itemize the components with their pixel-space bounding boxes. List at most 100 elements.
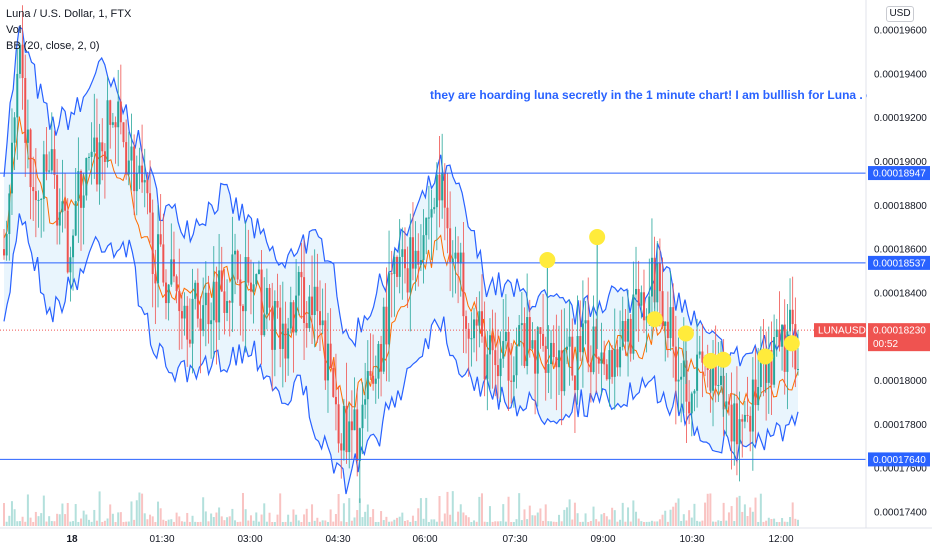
horizontal-levels <box>0 172 866 460</box>
marker-circle[interactable] <box>646 311 663 328</box>
candle-body <box>451 258 454 263</box>
candle-body <box>149 193 152 213</box>
volume-bar <box>32 521 35 526</box>
candle-body <box>321 320 324 326</box>
candle-body <box>50 149 53 171</box>
legend-symbol[interactable]: Luna / U.S. Dollar, 1, FTX <box>6 8 132 20</box>
candle-body <box>565 346 568 350</box>
candle-body <box>239 279 242 306</box>
volume-bar <box>385 516 388 526</box>
price-scale: 0.00019600 0.00019400 0.00019200 0.00019000… <box>874 26 927 519</box>
volume-bar <box>292 509 295 526</box>
candle-body <box>714 361 717 386</box>
volume-bar <box>650 520 653 526</box>
volume-bar <box>735 497 738 526</box>
volume-bar <box>762 521 765 526</box>
volume-bar <box>332 521 335 526</box>
candle-body <box>473 319 476 339</box>
volume-bar <box>794 518 797 526</box>
candle-body <box>507 332 510 381</box>
candle-body <box>536 327 539 374</box>
candle-body <box>754 379 757 406</box>
candle-body <box>313 286 316 316</box>
x-tick-label: 01:30 <box>149 534 174 545</box>
volume-bar <box>220 516 223 526</box>
marker-circle[interactable] <box>677 325 694 342</box>
volume-bar <box>680 520 683 526</box>
marker-circle[interactable] <box>757 348 774 365</box>
candle-body <box>677 379 680 382</box>
last-price-tag <box>868 323 930 352</box>
volume-bar <box>648 521 651 526</box>
candle-body <box>592 326 595 373</box>
candle-body <box>629 318 632 354</box>
bb-fill <box>4 26 798 495</box>
candle-body <box>170 259 173 285</box>
volume-bar <box>568 499 571 526</box>
volume-bar <box>380 511 383 526</box>
volume-bar <box>172 521 175 526</box>
volume-bar <box>512 522 515 526</box>
volume-bar <box>236 521 239 526</box>
volume-bar <box>616 521 619 526</box>
volume-bar <box>584 513 587 526</box>
candle-body <box>3 249 5 256</box>
candle-body <box>135 173 138 192</box>
candle-body <box>40 198 43 200</box>
candle-body <box>496 365 499 377</box>
volume-bar <box>342 503 345 526</box>
candle-body <box>26 129 29 143</box>
currency-button[interactable]: USD <box>886 6 914 22</box>
volume-bar <box>544 504 547 526</box>
candle-body <box>619 346 622 368</box>
bb-upper-line <box>3 25 799 367</box>
candle-body <box>478 311 481 326</box>
volume-bar <box>781 518 784 526</box>
symbol-tag <box>814 323 866 338</box>
volume-bar <box>183 521 186 526</box>
candle-body <box>730 404 733 442</box>
volume-bar <box>24 521 27 526</box>
candle-body <box>531 340 534 349</box>
candle-body <box>300 271 303 278</box>
volume-bar <box>276 514 279 526</box>
volume-bar <box>738 495 741 526</box>
candle-body <box>178 291 181 312</box>
marker-circle[interactable] <box>702 352 719 369</box>
volume-bar <box>159 508 162 526</box>
candle-body <box>422 235 425 261</box>
candle-body <box>5 234 8 256</box>
candle-body <box>77 171 80 202</box>
candle-body <box>87 156 90 158</box>
candle-body <box>573 375 576 391</box>
volume-bar <box>337 494 340 526</box>
volume-bar <box>281 521 284 526</box>
candle-body <box>640 292 643 306</box>
volume-bar <box>303 514 306 526</box>
volume-bar <box>685 520 688 526</box>
volume-bar <box>196 521 199 526</box>
legend-vol[interactable]: Vol <box>6 24 22 36</box>
candle-body <box>164 282 167 304</box>
volume-bar <box>483 521 486 526</box>
legend-bb[interactable]: BB (20, close, 2, 0) <box>6 40 100 52</box>
marker-circle[interactable] <box>715 351 732 368</box>
volume-bar <box>480 493 483 526</box>
marker-circle[interactable] <box>589 229 606 246</box>
volume-bar <box>175 512 178 526</box>
marker-circle[interactable] <box>783 335 800 352</box>
volume-bar <box>786 521 789 526</box>
volume-bar <box>488 506 491 526</box>
marker-circle[interactable] <box>539 252 556 269</box>
volume-bar <box>119 512 122 526</box>
volume-bar <box>430 519 433 526</box>
candle-body <box>515 346 518 376</box>
y-tick-label: 0.00019600 <box>874 26 927 37</box>
candle-body <box>690 393 693 414</box>
annotation-text[interactable]: they are hoarding luna secretly in the 1… <box>430 88 867 102</box>
candle-body <box>767 350 770 383</box>
candle-body <box>467 328 470 339</box>
volume-bar <box>515 519 518 526</box>
candle-body <box>624 321 627 342</box>
